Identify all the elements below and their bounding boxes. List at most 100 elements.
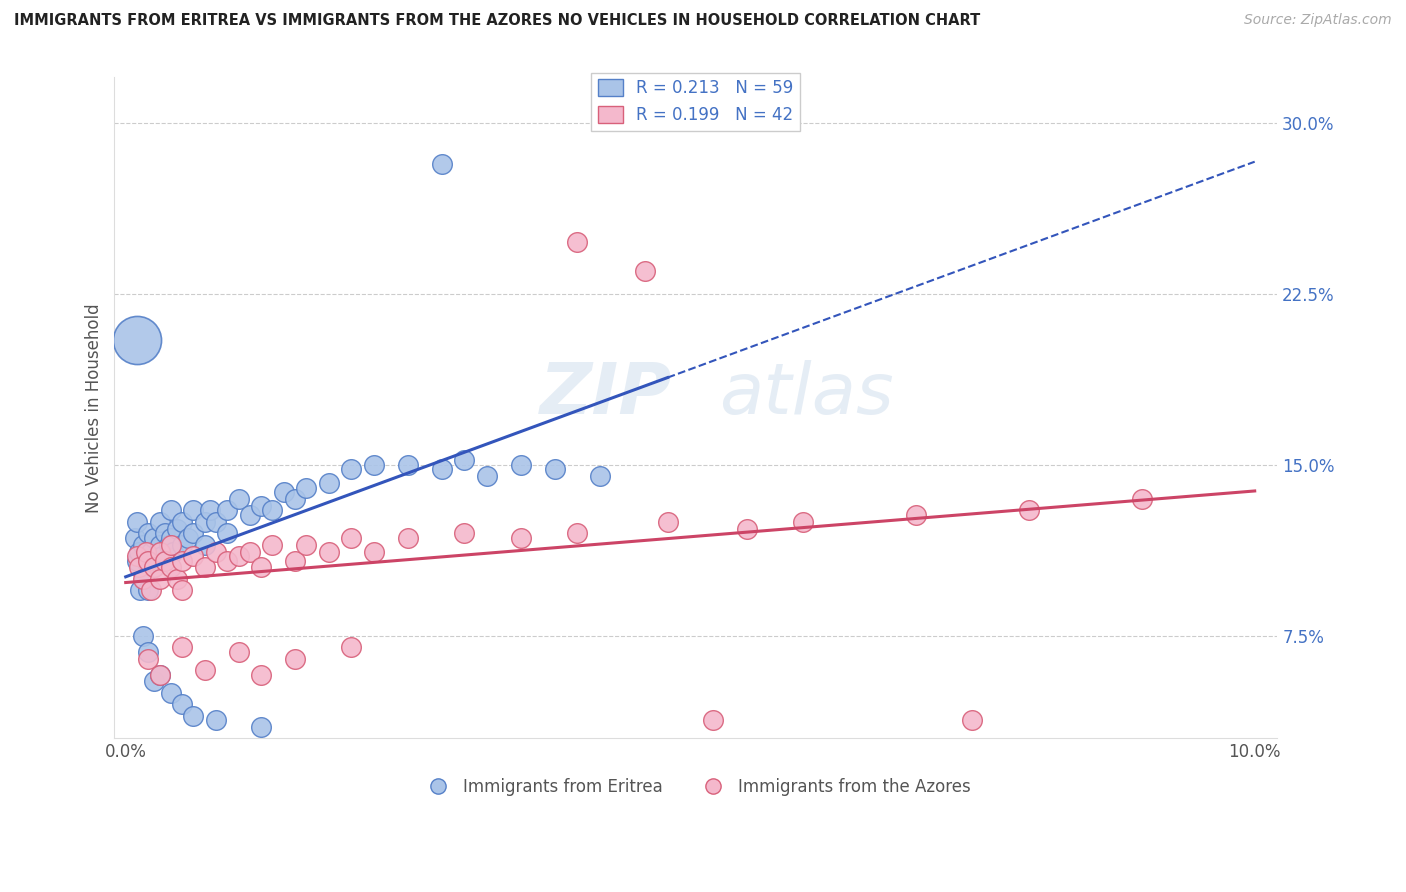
Point [136,554,159,568]
Point [340,462,363,476]
Text: ZIP: ZIP [540,360,672,429]
Point [129,583,152,598]
Point [124,531,146,545]
Point [657,515,679,529]
Point [217,503,239,517]
Point [962,713,984,727]
Point [363,458,385,472]
Point [1130,492,1153,507]
Point [453,453,475,467]
Point [160,686,183,700]
Point [148,667,170,681]
Point [792,515,814,529]
Point [166,522,188,536]
Point [318,476,340,491]
Point [135,554,157,568]
Point [430,157,453,171]
Point [148,515,170,529]
Point [250,667,273,681]
Point [177,531,200,545]
Point [205,713,228,727]
Point [125,515,148,529]
Point [453,526,475,541]
Y-axis label: No Vehicles in Household: No Vehicles in Household [86,303,103,513]
Point [172,640,194,655]
Point [284,651,307,665]
Legend: Immigrants from Eritrea, Immigrants from the Azores: Immigrants from Eritrea, Immigrants from… [415,772,977,803]
Point [172,697,194,711]
Point [228,645,250,659]
Point [194,515,217,529]
Point [544,462,567,476]
Point [136,583,159,598]
Point [567,526,589,541]
Point [904,508,927,522]
Point [250,720,273,734]
Point [284,554,307,568]
Point [125,554,148,568]
Point [148,667,170,681]
Point [160,538,183,552]
Point [318,544,340,558]
Point [125,549,148,563]
Point [125,333,148,347]
Point [160,503,183,517]
Point [735,522,758,536]
Point [142,531,165,545]
Point [228,492,250,507]
Point [273,485,295,500]
Point [217,554,239,568]
Point [396,531,419,545]
Point [262,503,284,517]
Point [200,503,222,517]
Point [250,499,273,513]
Point [183,708,205,723]
Point [250,560,273,574]
Point [155,554,177,568]
Point [142,560,165,574]
Text: IMMIGRANTS FROM ERITREA VS IMMIGRANTS FROM THE AZORES NO VEHICLES IN HOUSEHOLD C: IMMIGRANTS FROM ERITREA VS IMMIGRANTS FR… [14,13,980,29]
Point [142,674,165,689]
Point [172,538,194,552]
Point [567,235,589,249]
Point [183,549,205,563]
Point [131,629,153,643]
Point [194,663,217,677]
Point [194,560,217,574]
Point [172,554,194,568]
Point [135,544,157,558]
Point [172,515,194,529]
Point [430,462,453,476]
Point [148,544,170,558]
Point [396,458,419,472]
Point [295,538,318,552]
Point [148,572,170,586]
Point [509,458,531,472]
Point [172,583,194,598]
Point [509,531,531,545]
Point [295,481,318,495]
Point [142,560,165,574]
Point [239,544,262,558]
Point [183,503,205,517]
Text: Source: ZipAtlas.com: Source: ZipAtlas.com [1244,13,1392,28]
Point [160,531,183,545]
Point [139,544,162,558]
Point [155,526,177,541]
Point [139,583,162,598]
Point [1018,503,1040,517]
Point [162,544,184,558]
Point [183,526,205,541]
Point [228,549,250,563]
Point [340,640,363,655]
Point [363,544,385,558]
Point [160,560,183,574]
Point [194,538,217,552]
Point [702,713,724,727]
Point [131,538,153,552]
Point [205,544,228,558]
Point [150,549,173,563]
Point [634,264,657,278]
Point [475,469,498,483]
Point [262,538,284,552]
